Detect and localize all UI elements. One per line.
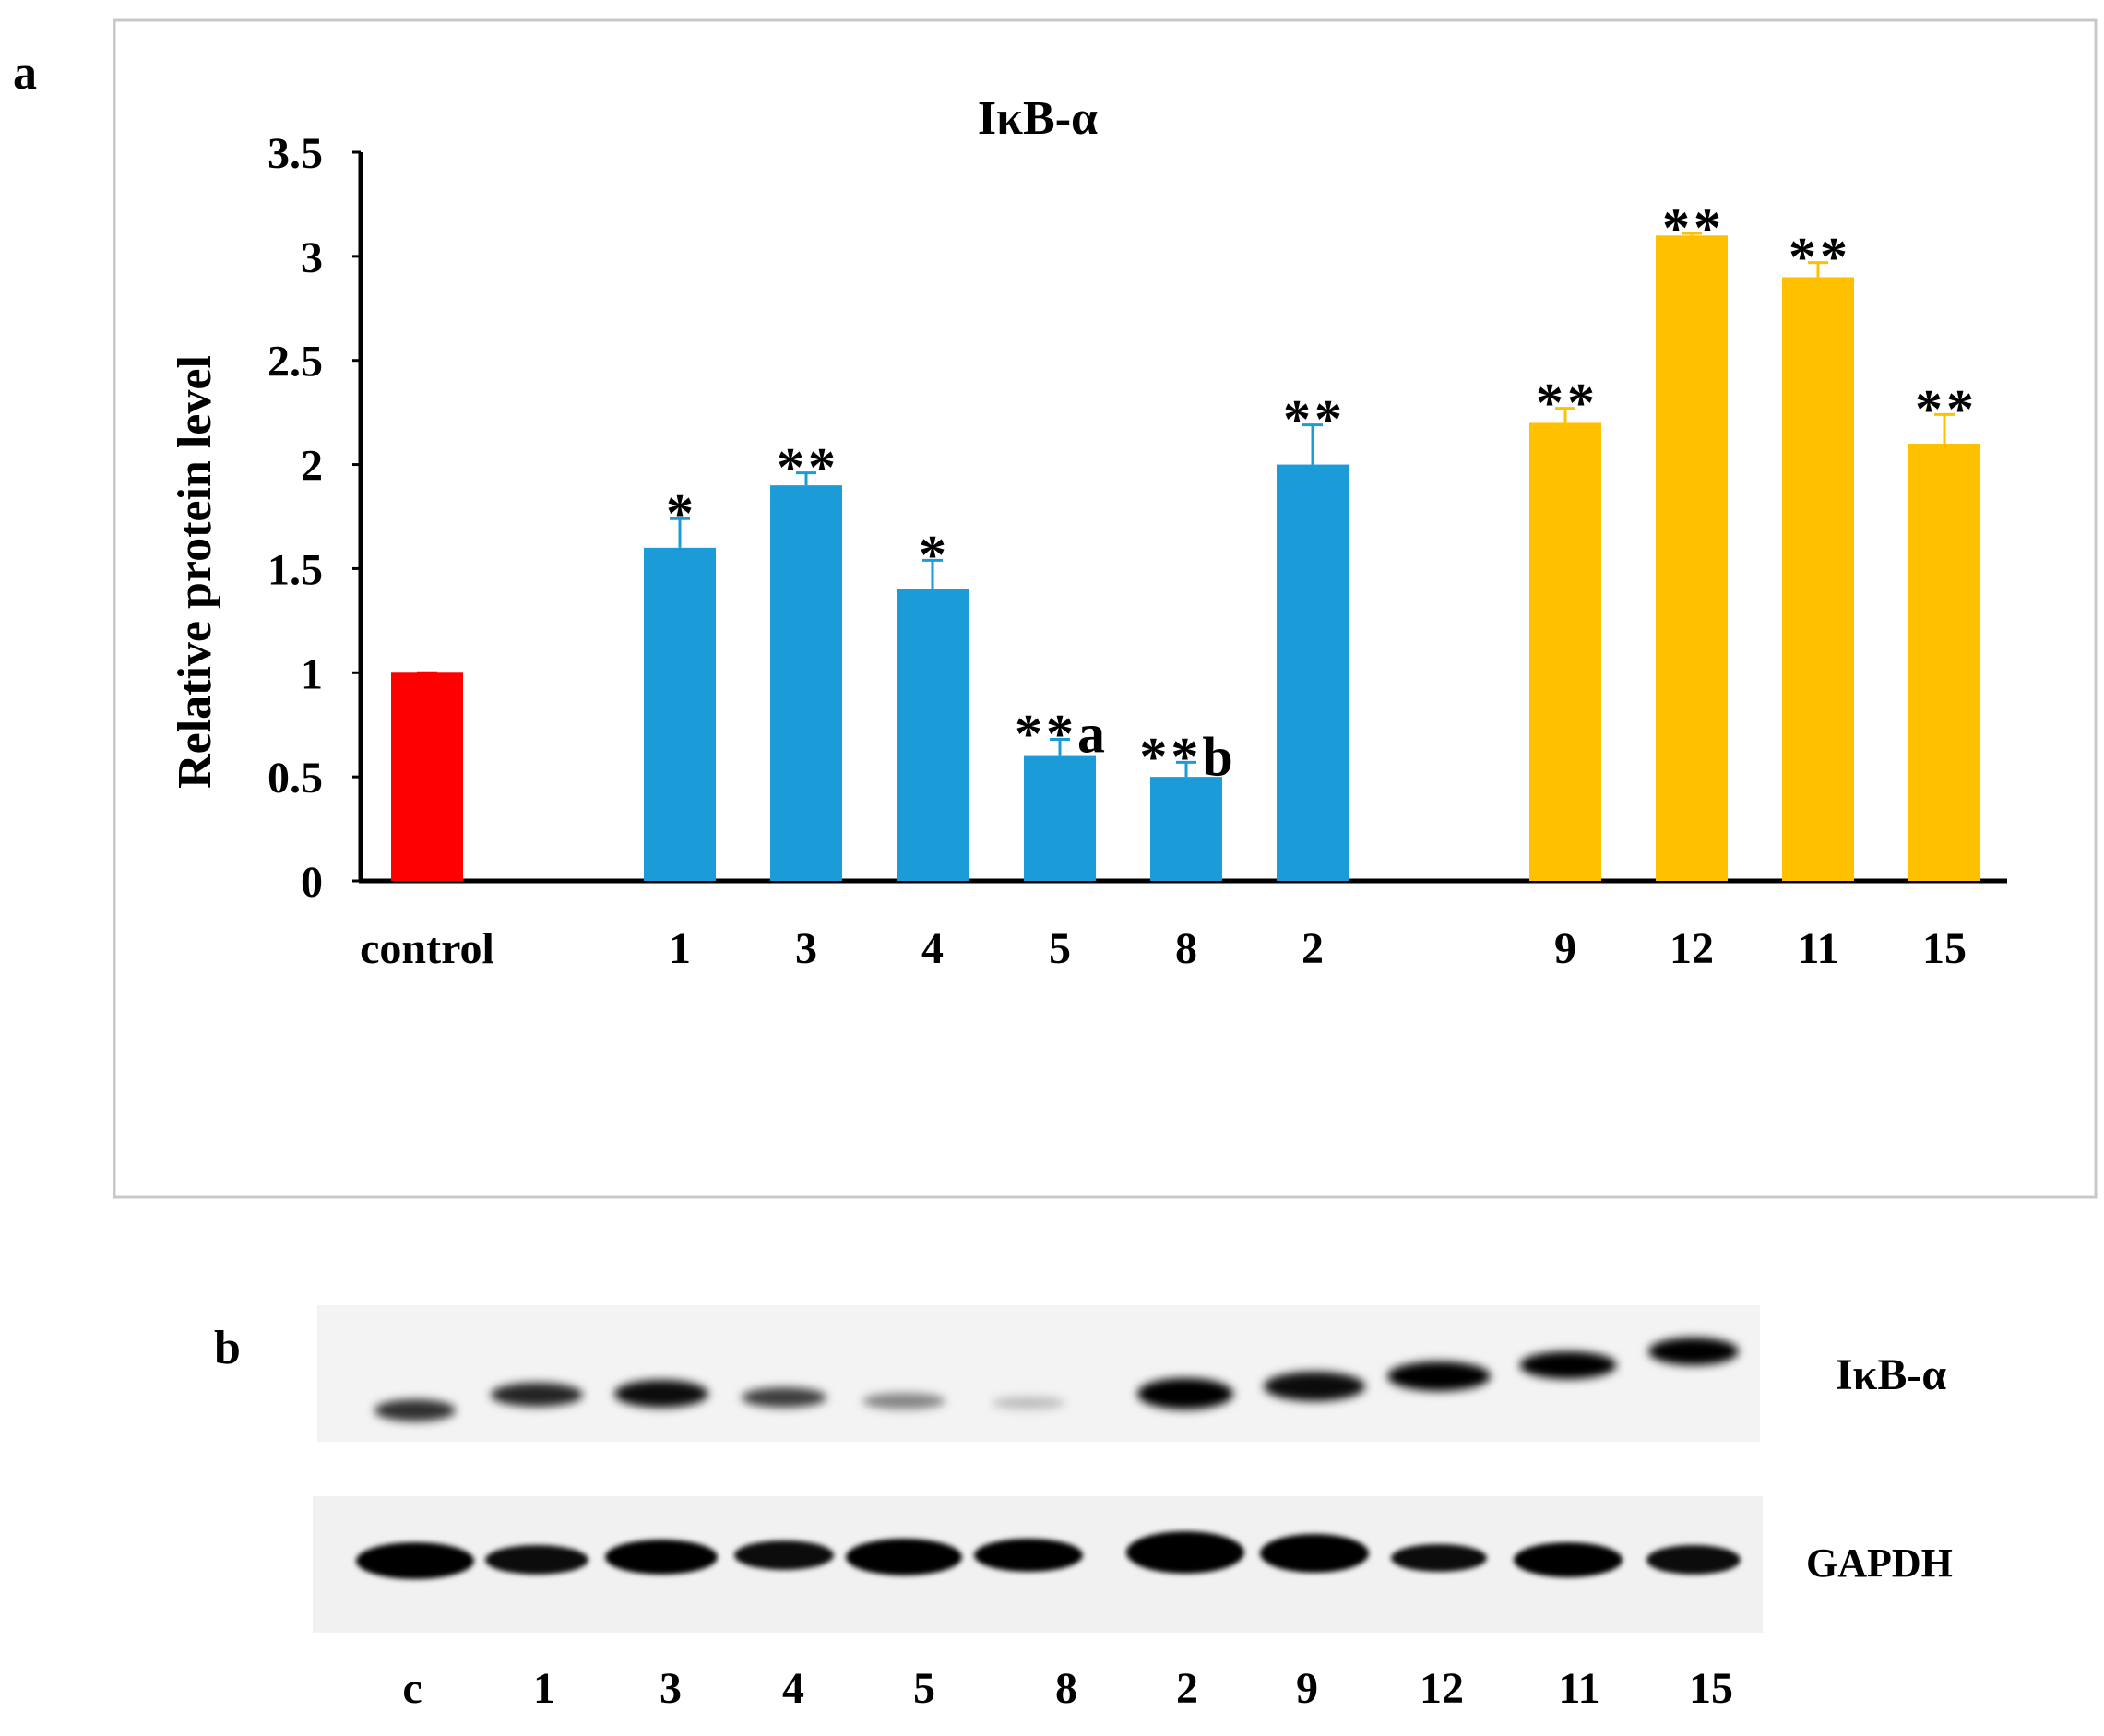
lane-label: 1 xyxy=(533,1664,555,1713)
bar-2 xyxy=(1277,464,1349,881)
significance-12: ** xyxy=(1662,197,1725,258)
band-ikb-lane-3 xyxy=(614,1380,708,1408)
significance-4: * xyxy=(919,524,950,585)
band-ikb-lane-12 xyxy=(1387,1361,1491,1391)
y-tick-label: 0.5 xyxy=(267,754,323,803)
band-ikb-lane-9 xyxy=(1264,1372,1365,1401)
band-gapdh-lane-2 xyxy=(1126,1531,1244,1574)
bar-chart: 0 0.5 1 1.5 2 2.5 3 3.5 control * 1 ** 3 * 4 **a 5 **b 8 **… xyxy=(267,129,2007,973)
bar-15 xyxy=(1908,444,1980,881)
significance-1: * xyxy=(666,482,697,543)
band-ikb-lane-8 xyxy=(992,1397,1065,1409)
x-tick-label: 15 xyxy=(1922,924,1967,973)
error-bar-11 xyxy=(1808,261,1828,278)
blot-ikb xyxy=(317,1305,1760,1442)
error-bar-15 xyxy=(1934,412,1955,444)
bar-1 xyxy=(644,547,716,881)
bar-control xyxy=(391,672,463,881)
bar-12 xyxy=(1656,235,1728,882)
x-tick-label: 2 xyxy=(1302,924,1324,973)
chart-title: IκB-α xyxy=(978,92,1098,145)
x-tick-label: 12 xyxy=(1670,924,1714,973)
blot-label-gapdh: GAPDH xyxy=(1806,1540,1953,1586)
band-gapdh-lane-9 xyxy=(1260,1534,1369,1573)
y-tick-label: 1.5 xyxy=(267,545,323,594)
lane-label: 5 xyxy=(913,1664,935,1713)
y-tick-label: 2 xyxy=(301,442,323,491)
band-gapdh-lane-3 xyxy=(605,1540,718,1575)
band-ikb-lane-1 xyxy=(491,1383,583,1407)
x-tick-label: 3 xyxy=(795,924,817,973)
x-tick-label: control xyxy=(360,924,494,973)
band-gapdh-lane-5 xyxy=(846,1539,962,1575)
blot-lane-labels: c 1 3 4 5 8 2 9 12 11 15 xyxy=(402,1664,1733,1713)
y-tick-label: 2.5 xyxy=(267,338,323,386)
band-gapdh-lane-15 xyxy=(1646,1545,1741,1575)
blot-label-ikb: IκB-α xyxy=(1836,1350,1946,1399)
x-tick-label: 9 xyxy=(1554,924,1576,973)
band-ikb-lane-5 xyxy=(862,1393,945,1409)
lane-label: 8 xyxy=(1055,1664,1077,1713)
error-bar-3 xyxy=(796,471,816,486)
y-tick-label: 3 xyxy=(301,233,323,282)
lane-label: 4 xyxy=(782,1664,804,1713)
western-blot-bands xyxy=(356,1338,1741,1579)
band-ikb-lane-15 xyxy=(1648,1338,1739,1365)
panel-a-label: a xyxy=(13,47,37,100)
y-tick-label: 3.5 xyxy=(267,129,323,178)
lane-label: 15 xyxy=(1689,1664,1733,1713)
x-tick-label: 5 xyxy=(1049,924,1071,973)
error-bar-2 xyxy=(1302,423,1323,465)
band-ikb-lane-2 xyxy=(1137,1378,1233,1409)
band-gapdh-lane-12 xyxy=(1391,1544,1487,1572)
band-ikb-lane-c xyxy=(374,1399,456,1421)
lane-label: 3 xyxy=(660,1664,682,1713)
lane-label: 2 xyxy=(1176,1664,1198,1713)
error-bar-1 xyxy=(670,517,690,548)
bar-11 xyxy=(1782,277,1854,881)
lane-label: 9 xyxy=(1296,1664,1318,1713)
y-axis-label: Relative protein level xyxy=(169,355,221,789)
band-gapdh-lane-11 xyxy=(1514,1542,1623,1577)
band-ikb-lane-4 xyxy=(742,1387,826,1408)
chart-frame xyxy=(113,18,2098,1199)
significance-15: ** xyxy=(1915,378,1978,439)
band-gapdh-lane-1 xyxy=(485,1545,588,1575)
lane-label: c xyxy=(402,1664,422,1713)
band-gapdh-lane-c xyxy=(356,1542,474,1579)
panel-b-label: b xyxy=(214,1322,241,1374)
error-bar-9 xyxy=(1555,407,1575,423)
x-tick-label: 11 xyxy=(1797,924,1838,973)
band-gapdh-lane-8 xyxy=(974,1539,1083,1572)
bar-9 xyxy=(1529,422,1601,881)
significance-9: ** xyxy=(1536,373,1599,434)
bar-5 xyxy=(1024,755,1096,881)
bar-3 xyxy=(770,485,842,881)
error-bar-5 xyxy=(1050,738,1070,756)
significance-3: ** xyxy=(777,437,839,498)
bar-4 xyxy=(897,589,969,881)
band-gapdh-lane-4 xyxy=(734,1540,834,1570)
x-tick-label: 4 xyxy=(921,924,944,973)
significance-8: **b xyxy=(1139,726,1236,787)
y-tick-label: 0 xyxy=(301,858,323,907)
lane-label: 11 xyxy=(1558,1664,1599,1713)
y-tick-label: 1 xyxy=(301,649,323,698)
lane-label: 12 xyxy=(1420,1664,1464,1713)
band-ikb-lane-11 xyxy=(1519,1351,1617,1379)
significance-2: ** xyxy=(1283,389,1346,450)
error-bar-12 xyxy=(1682,232,1702,236)
x-tick-label: 8 xyxy=(1175,924,1197,973)
significance-5: **a xyxy=(1015,704,1109,765)
significance-11: ** xyxy=(1789,227,1851,288)
bar-8 xyxy=(1150,777,1222,881)
error-bar-8 xyxy=(1176,760,1196,778)
x-tick-label: 1 xyxy=(669,924,691,973)
error-bar-4 xyxy=(922,558,943,589)
